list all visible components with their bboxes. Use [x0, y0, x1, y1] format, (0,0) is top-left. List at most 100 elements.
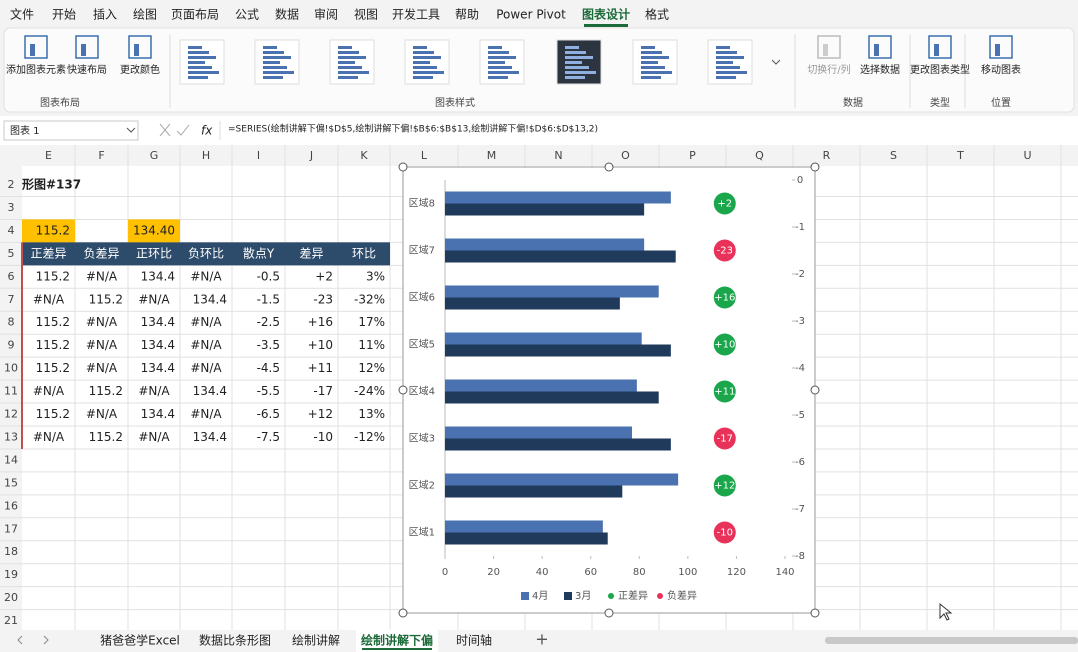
button-icon[interactable]: [128, 35, 152, 59]
row-header: 14: [4, 453, 18, 466]
resize-handle[interactable]: [398, 608, 408, 618]
ribbon-button-label[interactable]: 添加图表元素: [6, 63, 66, 76]
button-icon[interactable]: [817, 35, 841, 59]
button-icon[interactable]: [868, 35, 892, 59]
table-header-cell: 环比: [352, 246, 376, 260]
table-cell: #N/A: [190, 361, 222, 375]
ribbon-button-label[interactable]: 更改颜色: [120, 63, 160, 76]
button-icon[interactable]: [75, 35, 99, 59]
ribbon-tab[interactable]: 开发工具: [392, 7, 440, 22]
sheet-tab[interactable]: 绘制讲解: [292, 633, 340, 648]
ribbon-tab[interactable]: 页面布局: [171, 8, 219, 22]
ribbon-tab[interactable]: 格式: [645, 7, 669, 22]
gallery-more[interactable]: [771, 59, 781, 65]
ribbon-tab[interactable]: 文件: [10, 7, 34, 22]
thumb-bar: [488, 61, 505, 64]
x-tick-label: 0: [442, 567, 448, 578]
table-cell: 134.4: [193, 292, 227, 306]
resize-handle[interactable]: [398, 162, 408, 172]
column-header: Q: [755, 149, 764, 162]
column-header: F: [98, 149, 104, 162]
x-tick-label: 80: [633, 567, 646, 578]
column-header: N: [554, 149, 562, 162]
resize-handle[interactable]: [398, 385, 408, 395]
table-cell: 134.4: [193, 430, 227, 444]
category-label: 区域7: [409, 244, 435, 257]
sheet-tab[interactable]: 猪爸爸学Excel: [100, 633, 180, 648]
sheet-tab[interactable]: 时间轴: [456, 633, 492, 648]
column-header: M: [487, 149, 497, 162]
table-cell: 115.2: [36, 361, 70, 375]
column-header: P: [689, 149, 696, 162]
data-label: -23: [717, 246, 733, 257]
ribbon-tab[interactable]: 开始: [52, 8, 76, 22]
row-header: 5: [8, 247, 15, 260]
ribbon-group-label: 类型: [930, 96, 950, 109]
data-label: +2: [717, 199, 732, 210]
button-icon[interactable]: [928, 35, 952, 59]
sheet-tab[interactable]: 绘制讲解下偏: [361, 633, 433, 648]
scatter-point: [713, 239, 736, 262]
bar: [445, 344, 671, 357]
data-label: +12: [714, 481, 735, 492]
table-cell: -0.5: [257, 269, 280, 283]
ribbon-tab[interactable]: 帮助: [455, 8, 479, 22]
ribbon-button-label[interactable]: 选择数据: [860, 63, 900, 76]
y2-tick-label: -6: [795, 457, 805, 468]
column-header: J: [309, 149, 313, 162]
column-header-bg: [0, 145, 1078, 166]
ribbon-tab[interactable]: Power Pivot: [496, 8, 566, 22]
table-cell: 115.2: [89, 430, 123, 444]
table-cell: #N/A: [190, 407, 222, 421]
resize-handle[interactable]: [810, 608, 820, 618]
ribbon-tab[interactable]: 数据: [275, 7, 299, 22]
button-icon[interactable]: [24, 35, 48, 59]
ribbon-tab[interactable]: 视图: [354, 7, 378, 22]
sheet-tab[interactable]: 数据比条形图: [199, 633, 271, 648]
table-cell: 115.2: [36, 315, 70, 329]
resize-handle[interactable]: [604, 608, 614, 618]
button-icon[interactable]: [989, 35, 1013, 59]
thumb-bar: [338, 61, 355, 64]
thumb-bar: [413, 51, 434, 54]
button-icon-inner: [934, 44, 939, 56]
dropdown-icon: [126, 127, 136, 133]
ribbon-tab[interactable]: 公式: [235, 8, 259, 22]
resize-handle[interactable]: [604, 162, 614, 172]
y2-tick-label: -7: [795, 504, 805, 515]
ribbon-tab[interactable]: 绘图: [133, 7, 157, 22]
bar: [445, 191, 671, 204]
thumb-bar: [413, 46, 427, 49]
thumb-bar: [641, 51, 662, 54]
ribbon-group-label: 图表布局: [40, 96, 80, 109]
button-icon-inner: [874, 44, 879, 56]
ribbon-button-label[interactable]: 更改图表类型: [910, 63, 970, 76]
ribbon-tab[interactable]: 图表设计: [582, 7, 630, 22]
ribbon-button-label[interactable]: 快速布局: [67, 64, 107, 76]
h-scrollbar[interactable]: [825, 637, 1078, 644]
table-cell: #N/A: [33, 384, 65, 398]
table-cell: -5.5: [257, 384, 280, 398]
resize-handle[interactable]: [810, 385, 820, 395]
table-cell: 134.4: [141, 315, 175, 329]
table-cell: #N/A: [86, 407, 118, 421]
tab-nav[interactable]: [17, 635, 49, 645]
table-cell: 13%: [358, 407, 385, 421]
thumb-bar: [188, 56, 216, 59]
x-tick-label: 40: [536, 567, 549, 578]
legend-marker: [521, 592, 529, 600]
row-header: 4: [8, 224, 15, 237]
ribbon-tab[interactable]: 审阅: [314, 7, 338, 22]
name-box[interactable]: [3, 120, 139, 141]
ribbon-button-label[interactable]: 移动图表: [981, 63, 1021, 76]
thumb-bar: [716, 51, 737, 54]
ribbon-button-label[interactable]: 切换行/列: [807, 63, 850, 76]
thumb-bar: [338, 51, 359, 54]
ribbon-tab[interactable]: 插入: [93, 8, 117, 22]
table-cell: +16: [308, 315, 333, 329]
column-header: I: [257, 149, 260, 162]
row-header: 6: [8, 270, 15, 283]
table-header-cell: 负差异: [83, 246, 119, 260]
add-sheet[interactable]: +: [535, 630, 548, 649]
resize-handle[interactable]: [810, 162, 820, 172]
